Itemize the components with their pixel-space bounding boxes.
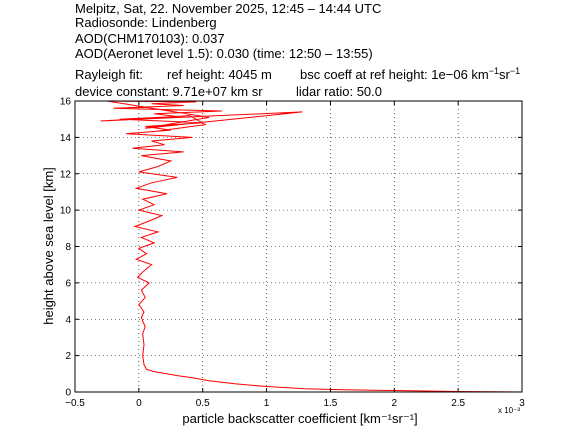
title-line-location-time: Melpitz, Sat, 22. November 2025, 12:45 –…	[75, 1, 381, 16]
bsc-coeff-text: bsc coeff at ref height: 1e−06 km−1sr−1	[300, 66, 520, 82]
title-line-aod-aeronet: AOD(Aeronet level 1.5): 0.030 (time: 12:…	[75, 46, 373, 61]
x-axis-multiplier: x 10⁻³	[498, 406, 520, 415]
x-axis-label: particle backscatter coefficient [km⁻¹sr…	[182, 411, 417, 426]
y-tick-label: 6	[65, 278, 71, 289]
y-tick-label: 4	[65, 315, 71, 326]
rayleigh-fit-label: Rayleigh fit:	[75, 67, 143, 82]
y-tick-label: 10	[60, 206, 72, 217]
header: Melpitz, Sat, 22. November 2025, 12:45 –…	[75, 1, 520, 99]
x-tick-label: 0	[136, 398, 142, 409]
y-tick-label: 8	[65, 242, 71, 253]
device-constant-text: device constant: 9.71e+07 km sr	[75, 84, 263, 99]
bsc-coeff-prefix: bsc coeff at ref height: 1e−06 km	[300, 67, 489, 82]
x-tick-label: 1.5	[323, 398, 337, 409]
x-tick-label: 0.5	[196, 398, 210, 409]
title-line-radiosonde: Radiosonde: Lindenberg	[75, 15, 217, 30]
x-tick-label: 1	[264, 398, 270, 409]
ref-height-text: ref height: 4045 m	[167, 67, 272, 82]
x-tick-label: 2.5	[451, 398, 465, 409]
y-axis-label: height above sea level [km]	[41, 167, 56, 325]
y-tick-label: 12	[60, 169, 72, 180]
title-line-aod-chm: AOD(CHM170103): 0.037	[75, 31, 225, 46]
x-tick-label: 3	[519, 398, 525, 409]
grid	[75, 101, 522, 392]
y-axis-ticks: 0 2 4 6 8 10 12 14 16	[60, 97, 522, 399]
plot-background	[75, 101, 522, 392]
y-tick-label: 0	[65, 388, 71, 399]
x-tick-label: −0.5	[65, 398, 85, 409]
x-tick-label: 2	[392, 398, 398, 409]
lidar-ratio-text: lidar ratio: 50.0	[296, 84, 382, 99]
backscatter-profile-line	[100, 100, 523, 393]
y-tick-label: 16	[60, 97, 72, 108]
y-tick-label: 14	[60, 133, 72, 144]
y-tick-label: 2	[65, 351, 71, 362]
x-axis-ticks: −0.5 0 0.5 1 1.5 2 2.5 3	[65, 101, 525, 409]
